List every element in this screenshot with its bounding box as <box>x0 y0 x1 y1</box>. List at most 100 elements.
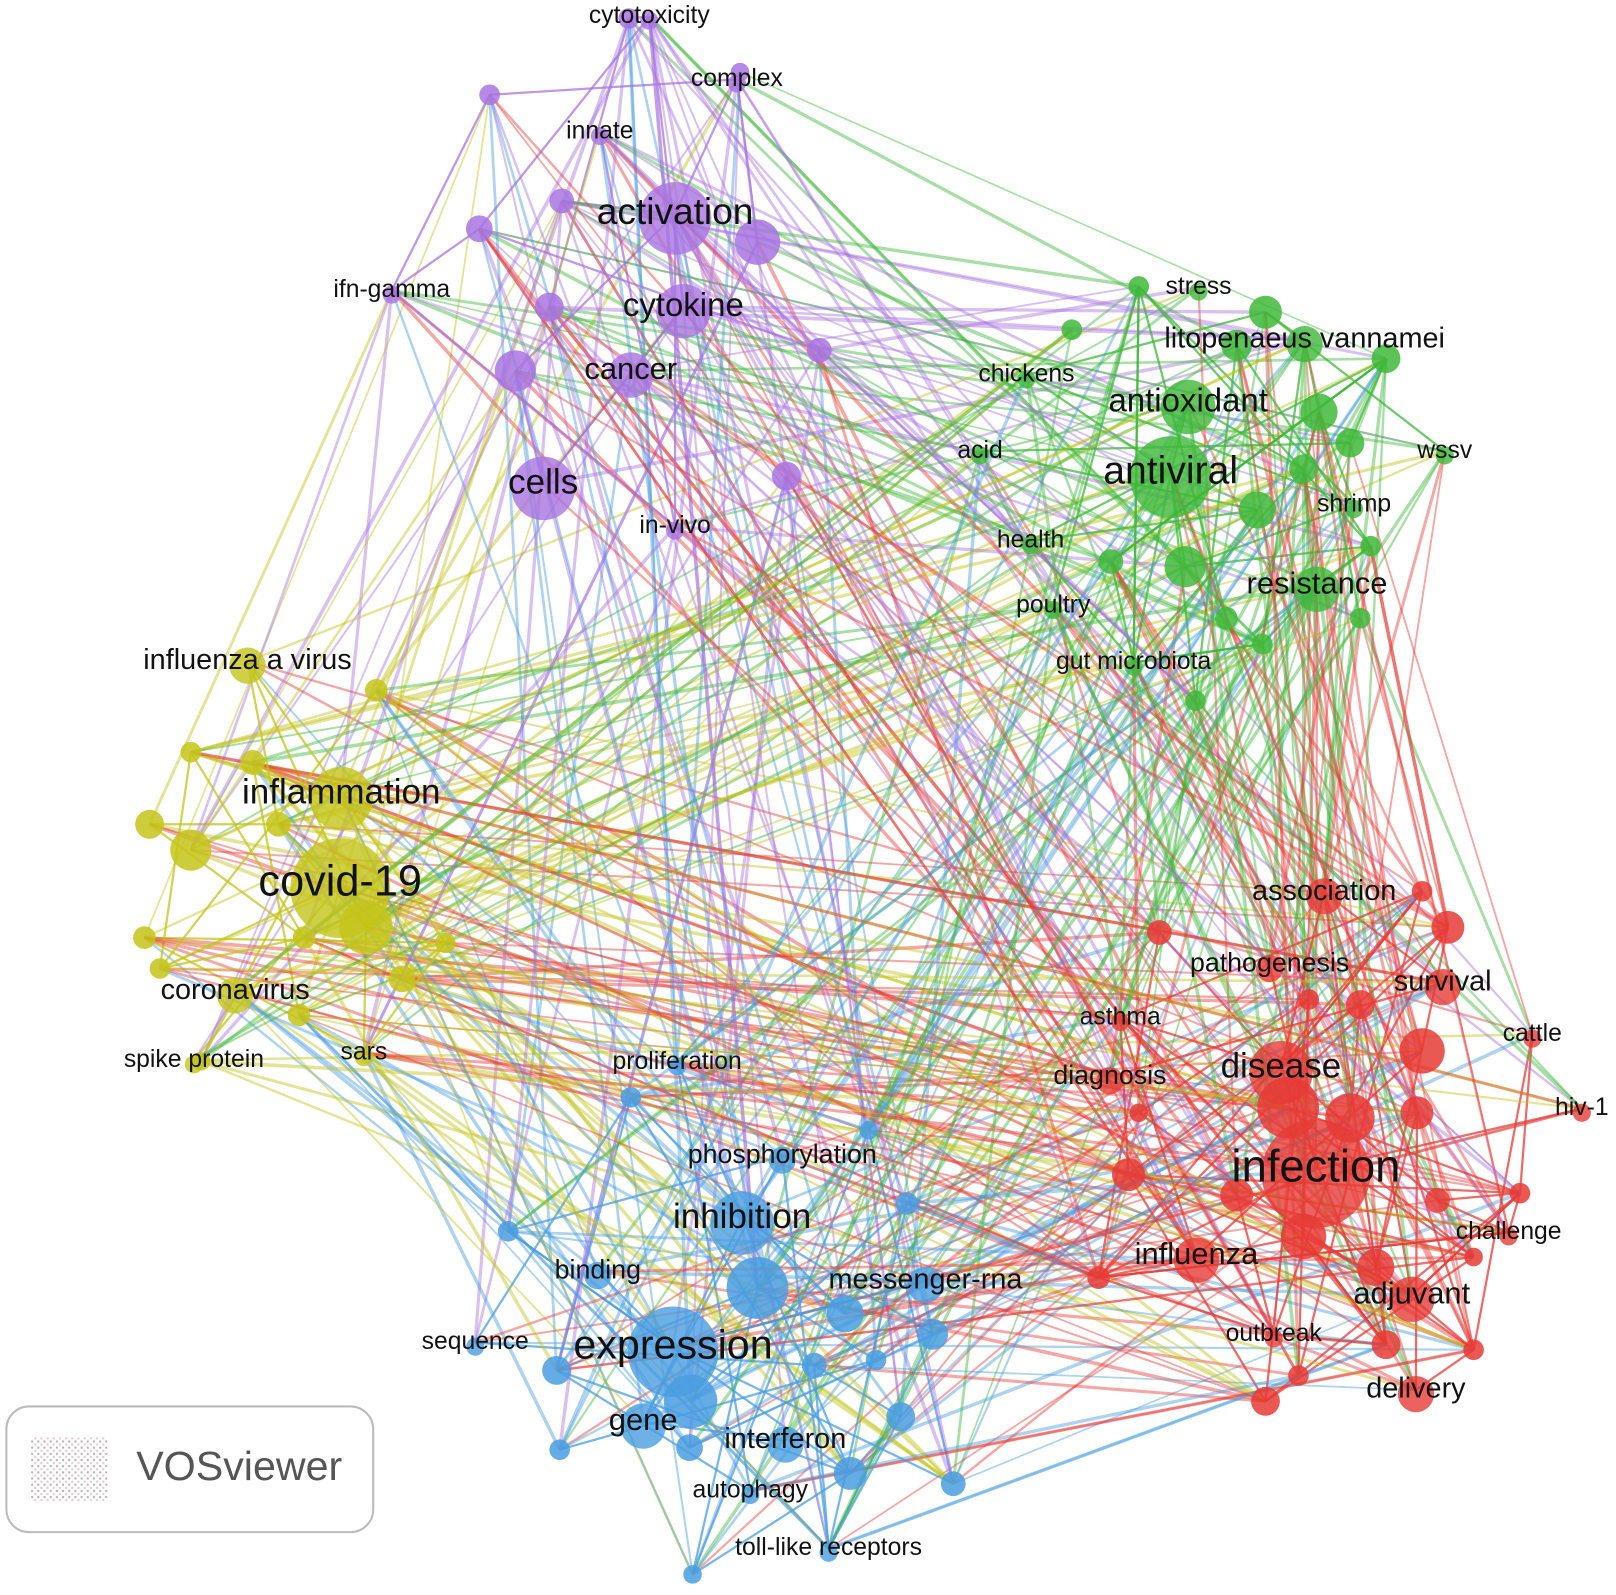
node-bubble <box>917 1318 949 1350</box>
node-bubble <box>1173 1237 1220 1283</box>
node-label: delivery <box>1366 1373 1466 1405</box>
edge <box>741 926 1449 1221</box>
node-label: cytotoxicity <box>589 2 711 29</box>
edge <box>401 977 870 1132</box>
edge <box>277 822 1417 1392</box>
edge <box>741 1217 1266 1403</box>
node-bubble <box>1286 326 1323 363</box>
node-bubble <box>726 1257 789 1319</box>
node-bubble <box>734 219 781 265</box>
edge <box>340 370 517 795</box>
node-bubble <box>1289 454 1319 484</box>
edge <box>477 228 955 1485</box>
edge <box>365 373 1028 929</box>
edge <box>1273 1333 1387 1346</box>
edge <box>736 77 1238 347</box>
edge <box>814 1364 1416 1391</box>
node-bubble <box>549 1439 570 1461</box>
edge <box>599 130 1361 620</box>
logo-text: VOSviewer <box>136 1443 342 1489</box>
edge <box>303 660 1135 940</box>
node-bubble <box>466 1337 485 1356</box>
edge <box>143 94 491 938</box>
edge <box>1437 1199 1510 1234</box>
edge <box>1374 1112 1419 1268</box>
node-bubble <box>640 11 659 30</box>
edge <box>1317 411 1419 1113</box>
node-bubble <box>608 352 654 398</box>
edge <box>190 750 1444 985</box>
edge <box>1368 545 1450 928</box>
node-bubble <box>1087 1266 1110 1289</box>
edge <box>817 349 1100 1279</box>
edge <box>391 289 676 528</box>
edge <box>340 793 1238 1197</box>
node-bubble <box>1335 428 1365 458</box>
node-bubble <box>290 838 391 939</box>
edge <box>899 891 1325 1418</box>
node-bubble <box>1360 535 1381 557</box>
edge <box>599 130 1355 507</box>
edge <box>475 1199 1438 1344</box>
edge <box>199 525 677 1063</box>
edge <box>298 617 1361 1016</box>
edge <box>683 305 1351 445</box>
edge <box>674 213 1197 702</box>
edge <box>200 200 563 1062</box>
edge <box>548 306 1388 1346</box>
edge <box>278 822 1423 1053</box>
edge <box>339 882 1475 1351</box>
edge <box>648 16 685 308</box>
edge <box>193 509 1258 1062</box>
edge <box>251 762 301 1016</box>
node-bubble <box>741 1485 760 1505</box>
edge <box>1287 412 1321 1108</box>
edge <box>598 130 1326 894</box>
edge <box>542 306 685 485</box>
edge <box>375 689 1418 1114</box>
edge <box>735 79 759 243</box>
node-bubble <box>1397 1375 1435 1413</box>
node-bubble <box>833 1456 867 1490</box>
node-bubble <box>1371 1330 1401 1360</box>
node-bubble <box>1146 920 1172 945</box>
edge <box>648 15 1271 966</box>
edge <box>365 373 1028 929</box>
edge <box>339 882 744 1221</box>
node-bubble <box>768 1146 796 1174</box>
edge <box>234 990 1413 1297</box>
edge <box>843 357 1388 1315</box>
node-label: health <box>997 526 1064 553</box>
node-label: resistance <box>1247 565 1388 600</box>
node-bubble <box>1185 690 1206 711</box>
node-bubble <box>1400 1096 1434 1130</box>
edge <box>828 1235 1305 1550</box>
edge <box>1194 345 1238 701</box>
edge <box>252 761 1111 1079</box>
edge <box>1194 700 1271 965</box>
edge <box>298 1014 1418 1114</box>
edge <box>818 349 1197 702</box>
node-bubble <box>1251 1386 1280 1416</box>
edge <box>785 475 1300 1377</box>
edge <box>843 584 1319 1315</box>
node-label: cattle <box>1503 1020 1562 1047</box>
edge <box>867 1130 955 1484</box>
edge <box>375 689 1100 1279</box>
edge <box>190 849 1448 929</box>
node-bubble <box>767 1426 804 1463</box>
edge <box>201 1059 1139 1115</box>
edge <box>190 200 563 851</box>
node-bubble <box>584 1261 612 1290</box>
edge <box>756 450 982 1289</box>
edge <box>555 475 788 1371</box>
node-bubble <box>240 750 265 775</box>
edge <box>554 475 788 1371</box>
edge <box>813 1116 1351 1367</box>
node-bubble <box>801 1352 827 1378</box>
edge <box>741 1217 934 1336</box>
edge <box>674 338 1305 528</box>
node-label: interferon <box>724 1423 846 1455</box>
node-bubble <box>895 1192 919 1215</box>
node-label: acid <box>957 437 1002 464</box>
